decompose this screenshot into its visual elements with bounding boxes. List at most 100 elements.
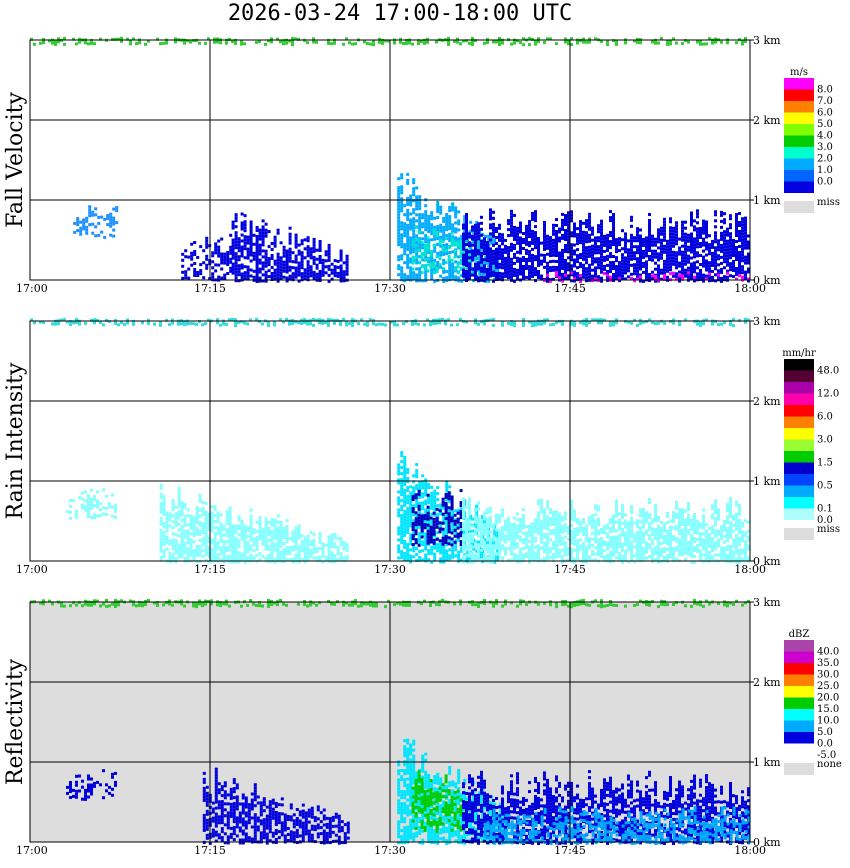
data-cell: [540, 253, 543, 257]
data-cell: [660, 229, 663, 233]
data-cell: [711, 322, 714, 326]
data-cell: [418, 228, 422, 232]
data-cell: [339, 264, 343, 268]
data-cell: [534, 213, 537, 217]
data-cell: [177, 549, 181, 553]
data-cell: [432, 262, 436, 265]
data-cell: [462, 256, 465, 260]
data-cell: [288, 274, 292, 278]
data-cell: [442, 518, 446, 522]
data-cell: [684, 318, 687, 322]
data-cell: [315, 263, 319, 267]
data-cell: [309, 253, 313, 257]
data-cell: [522, 265, 525, 268]
data-cell: [439, 524, 443, 528]
data-cell: [741, 220, 744, 224]
data-cell: [477, 549, 480, 553]
data-cell: [666, 39, 669, 43]
data-cell: [468, 542, 471, 546]
data-cell: [684, 271, 687, 275]
data-cell: [409, 227, 413, 231]
data-cell: [645, 236, 648, 240]
data-cell: [741, 232, 744, 236]
data-cell: [418, 555, 422, 559]
data-cell: [579, 220, 582, 224]
data-cell: [421, 501, 425, 505]
data-cell: [189, 517, 193, 521]
data-cell: [684, 232, 687, 236]
data-cell: [162, 507, 166, 511]
data-cell: [418, 222, 422, 226]
data-cell: [397, 466, 401, 470]
data-cell: [469, 556, 473, 560]
data-cell: [180, 549, 184, 553]
data-cell: [246, 241, 250, 245]
data-cell: [243, 238, 247, 242]
data-cell: [459, 513, 463, 517]
data-cell: [180, 519, 184, 523]
data-cell: [597, 230, 600, 234]
data-cell: [543, 40, 546, 44]
data-cell: [486, 520, 489, 524]
data-cell: [339, 249, 343, 253]
data-cell: [406, 498, 410, 502]
data-cell: [159, 549, 163, 553]
data-cell: [403, 276, 407, 280]
data-cell: [171, 541, 175, 545]
data-cell: [88, 223, 92, 227]
data-cell: [693, 261, 696, 265]
data-cell: [723, 230, 726, 234]
data-cell: [243, 223, 247, 227]
data-cell: [516, 533, 519, 537]
data-cell: [165, 526, 169, 530]
data-cell: [663, 235, 666, 239]
data-cell: [570, 258, 573, 262]
data-cell: [448, 548, 452, 552]
data-cell: [612, 240, 615, 243]
data-cell: [403, 491, 407, 495]
data-cell: [418, 243, 422, 247]
data-cell: [496, 555, 500, 559]
data-cell: [468, 256, 471, 260]
data-cell: [687, 248, 690, 252]
data-cell: [159, 534, 163, 538]
data-cell: [285, 525, 289, 529]
data-cell: [579, 253, 582, 257]
data-cell: [90, 503, 93, 507]
data-cell: [204, 513, 208, 517]
data-cell: [210, 556, 214, 560]
data-cell: [213, 508, 217, 511]
data-cell: [418, 510, 422, 514]
data-cell: [207, 554, 211, 558]
data-cell: [477, 525, 480, 529]
data-cell: [588, 239, 591, 243]
data-cell: [438, 321, 441, 325]
data-cell: [315, 550, 319, 554]
data-cell: [714, 273, 717, 277]
data-cell: [729, 244, 732, 248]
data-cell: [741, 256, 744, 260]
data-cell: [495, 251, 498, 254]
data-cell: [648, 225, 651, 228]
data-cell: [451, 274, 455, 278]
data-cell: [594, 245, 597, 249]
data-cell: [430, 545, 434, 549]
data-cell: [417, 322, 420, 326]
data-cell: [690, 244, 693, 248]
data-cell: [460, 507, 464, 511]
data-cell: [459, 516, 463, 520]
data-cell: [609, 231, 612, 235]
data-cell: [312, 258, 316, 262]
data-cell: [414, 532, 418, 536]
data-cell: [453, 249, 457, 253]
data-cell: [249, 268, 253, 272]
data-cell: [109, 218, 113, 222]
data-cell: [417, 248, 421, 252]
data-cell: [214, 263, 218, 267]
data-cell: [687, 233, 690, 237]
data-cell: [672, 37, 675, 41]
data-cell: [465, 249, 468, 252]
data-cell: [433, 513, 437, 517]
data-cell: [409, 200, 413, 204]
data-cell: [162, 534, 166, 538]
